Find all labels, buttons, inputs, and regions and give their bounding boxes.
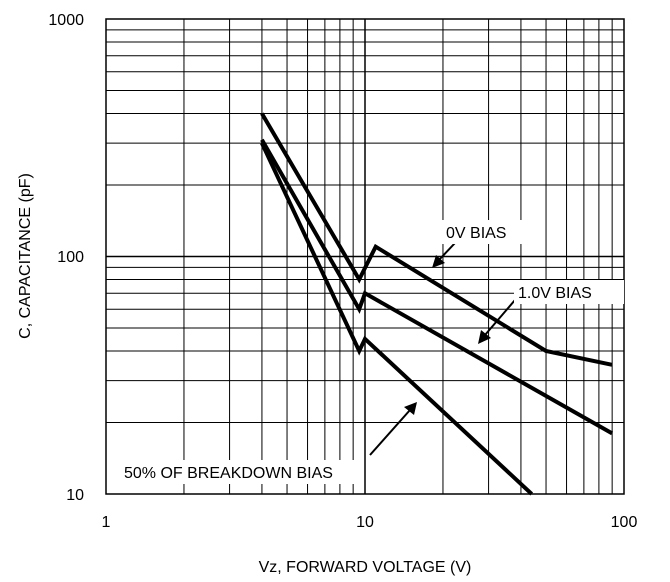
- annotation-arrow-0v-line: [437, 242, 456, 262]
- grid-lines: [106, 19, 624, 494]
- annotation-arrow-1v-line: [484, 299, 516, 336]
- annotation-arrow-1v-head: [478, 330, 491, 344]
- annotation-50pct-bias: 50% OF BREAKDOWN BIAS: [124, 465, 333, 482]
- series-line-0v-bias: [260, 112, 613, 367]
- annotation-arrow-0v-head: [432, 255, 445, 268]
- y-axis-title: C, CAPACITANCE (pF): [17, 173, 34, 339]
- series-line-50-of-breakdown-bias: [260, 142, 534, 496]
- y-tick-label-10: 10: [66, 487, 84, 504]
- annotation-0v-bias: 0V BIAS: [446, 225, 506, 242]
- x-tick-label-10: 10: [356, 514, 374, 531]
- annotation-bg-1v: [514, 280, 624, 304]
- series-line-1-0v-bias: [260, 138, 614, 436]
- annotation-arrow-50pct-head: [404, 402, 417, 415]
- x-tick-label-1: 1: [102, 514, 111, 531]
- annotation-1v-bias: 1.0V BIAS: [518, 285, 592, 302]
- annotation-bg-50pct: [120, 460, 356, 484]
- y-tick-label-100: 100: [57, 249, 84, 266]
- annotation-bg-0v: [442, 220, 530, 244]
- annotation-arrow-50pct-line: [369, 409, 411, 456]
- series-layer: [260, 112, 614, 496]
- x-axis-title: Vz, FORWARD VOLTAGE (V): [259, 559, 472, 576]
- x-tick-label-100: 100: [611, 514, 638, 531]
- y-tick-label-1000: 1000: [48, 12, 84, 29]
- plot-frame: [105, 18, 625, 495]
